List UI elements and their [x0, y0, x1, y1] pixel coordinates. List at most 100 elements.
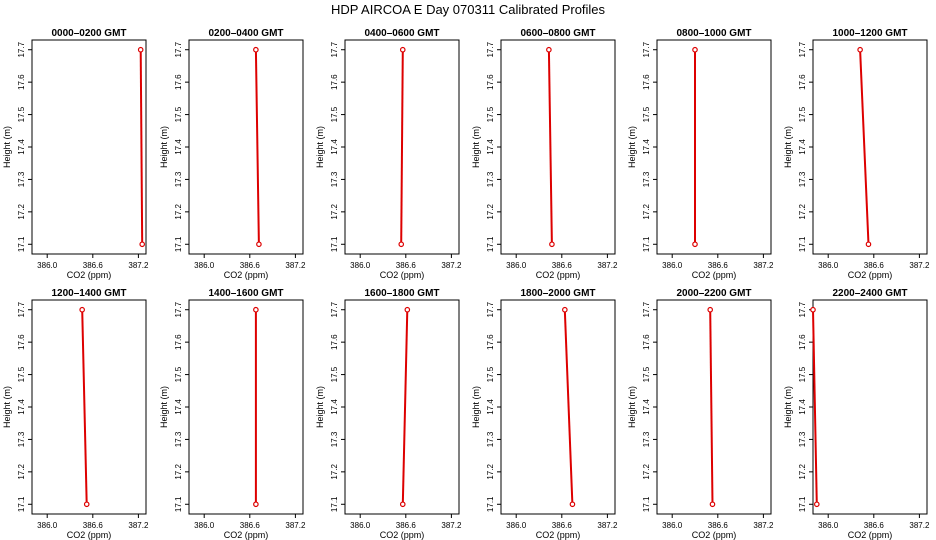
data-point [857, 46, 863, 53]
plot-frame [344, 299, 460, 515]
y-axis-label: Height (m) [159, 386, 169, 428]
y-axis-label: Height (m) [627, 126, 637, 168]
y-tick-label: 17.3 [798, 171, 807, 187]
x-axis-label: CO2 (ppm) [224, 530, 269, 540]
y-tick-label: 17.5 [17, 366, 26, 382]
x-tick-label: 387.2 [441, 261, 462, 270]
profile-panel: 1400–1600 GMT 386.0 386.6 387.2 17.1 17.2 17.3… [159, 288, 306, 540]
x-tick-label: 386.0 [350, 521, 371, 530]
y-tick-label: 17.6 [642, 334, 651, 350]
plot-frame [31, 299, 147, 515]
panel-title: 1600–1800 GMT [364, 288, 439, 299]
y-tick-label: 17.2 [330, 464, 339, 480]
data-point [810, 306, 816, 313]
panel-title: 0400–0600 GMT [364, 28, 439, 39]
y-tick-label: 17.4 [17, 399, 26, 415]
y-tick-label: 17.1 [642, 496, 651, 512]
x-tick-label: 387.2 [285, 521, 306, 530]
y-tick-label: 17.3 [642, 171, 651, 187]
y-axis-label: Height (m) [783, 126, 793, 168]
x-tick-label: 386.0 [350, 261, 371, 270]
y-tick-label: 17.4 [174, 399, 183, 415]
y-tick-label: 17.3 [174, 171, 183, 187]
y-tick-label: 17.6 [798, 74, 807, 90]
y-tick-label: 17.4 [330, 139, 339, 155]
x-tick-label: 386.0 [37, 261, 58, 270]
data-point [137, 46, 144, 53]
x-axis-label: CO2 (ppm) [692, 530, 737, 540]
y-tick-label: 17.4 [642, 139, 651, 155]
profile-line [400, 49, 404, 245]
plot-frame [500, 299, 616, 515]
profile-line [709, 309, 714, 505]
data-point [253, 501, 259, 508]
x-tick-label: 387.2 [128, 261, 149, 270]
x-tick-label: 386.6 [708, 521, 729, 530]
plot-frame [812, 299, 928, 515]
data-point [253, 306, 259, 313]
data-point [562, 306, 568, 313]
data-point [692, 241, 698, 248]
data-point [546, 46, 552, 53]
plot-frame [188, 39, 304, 255]
y-tick-label: 17.2 [642, 464, 651, 480]
plot-frame [656, 299, 772, 515]
y-tick-label: 17.5 [486, 106, 495, 122]
profile-line [812, 309, 818, 505]
y-tick-label: 17.6 [174, 334, 183, 350]
panel-title: 0600–0800 GMT [520, 28, 595, 39]
data-point [139, 241, 146, 248]
y-tick-label: 17.1 [174, 236, 183, 252]
y-tick-label: 17.5 [17, 106, 26, 122]
y-tick-label: 17.6 [642, 74, 651, 90]
y-tick-label: 17.7 [798, 301, 807, 317]
x-tick-label: 386.0 [662, 261, 683, 270]
y-tick-label: 17.5 [642, 366, 651, 382]
y-axis-label: Height (m) [2, 126, 12, 168]
panel-title: 0200–0400 GMT [208, 28, 283, 39]
y-tick-label: 17.5 [330, 106, 339, 122]
x-tick-label: 387.2 [753, 261, 774, 270]
data-point [569, 501, 576, 508]
x-tick-label: 387.2 [909, 521, 930, 530]
x-axis-label: CO2 (ppm) [536, 270, 581, 280]
profile-line [547, 49, 553, 245]
data-point [404, 306, 411, 313]
y-axis-label: Height (m) [627, 386, 637, 428]
x-tick-label: 386.6 [864, 261, 885, 270]
y-tick-label: 17.2 [798, 464, 807, 480]
plot-frame [188, 299, 304, 515]
x-tick-label: 386.6 [864, 521, 885, 530]
x-tick-label: 386.0 [818, 261, 839, 270]
panel-title: 1000–1200 GMT [832, 28, 907, 39]
profile-line [401, 309, 409, 505]
plot-frame [31, 39, 147, 255]
y-tick-label: 17.3 [330, 171, 339, 187]
y-tick-label: 17.2 [486, 464, 495, 480]
y-tick-label: 17.7 [642, 301, 651, 317]
y-tick-label: 17.7 [486, 41, 495, 57]
x-axis-label: CO2 (ppm) [380, 530, 425, 540]
y-tick-label: 17.4 [486, 139, 495, 155]
profile-panel: 2200–2400 GMT 386.0 386.6 387.2 17.1 17.2 17.3… [783, 288, 930, 540]
y-tick-label: 17.5 [486, 366, 495, 382]
y-tick-label: 17.3 [798, 431, 807, 447]
x-tick-label: 387.2 [597, 261, 618, 270]
y-tick-label: 17.2 [174, 464, 183, 480]
x-tick-label: 386.6 [83, 521, 104, 530]
y-tick-label: 17.5 [798, 106, 807, 122]
profile-panel: 1200–1400 GMT 386.0 386.6 387.2 17.1 17.2 17.3… [2, 288, 149, 540]
x-axis-label: CO2 (ppm) [224, 270, 269, 280]
x-axis-label: CO2 (ppm) [848, 270, 893, 280]
y-tick-label: 17.6 [798, 334, 807, 350]
x-tick-label: 386.0 [37, 521, 58, 530]
x-tick-label: 386.6 [83, 261, 104, 270]
profile-line [859, 49, 870, 245]
x-tick-label: 386.6 [552, 261, 573, 270]
y-axis-label: Height (m) [471, 126, 481, 168]
y-tick-label: 17.6 [330, 334, 339, 350]
y-axis-label: Height (m) [783, 386, 793, 428]
data-point [399, 46, 406, 53]
plot-frame [812, 39, 928, 255]
